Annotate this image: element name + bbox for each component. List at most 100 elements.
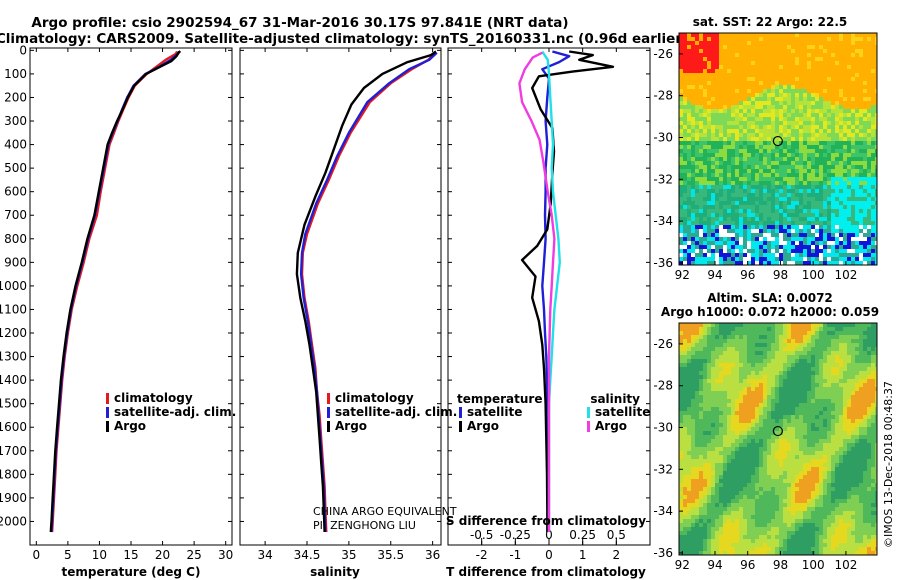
map-cell bbox=[859, 375, 863, 379]
map-cell bbox=[695, 205, 699, 209]
map-cell bbox=[755, 363, 759, 367]
map-cell bbox=[679, 395, 683, 399]
map-cell bbox=[835, 387, 839, 391]
map-cell bbox=[867, 109, 871, 113]
map-cell bbox=[687, 257, 691, 261]
map-cell bbox=[703, 77, 707, 81]
map-cell bbox=[687, 447, 691, 451]
map-cell bbox=[815, 85, 819, 89]
map-cell bbox=[783, 455, 787, 459]
map-cell bbox=[763, 435, 767, 439]
map-cell bbox=[699, 197, 703, 201]
map-cell bbox=[867, 391, 871, 395]
map-cell bbox=[719, 209, 723, 213]
map-cell bbox=[847, 419, 851, 423]
map-cell bbox=[727, 339, 731, 343]
map-cell bbox=[747, 165, 751, 169]
map-cell bbox=[723, 41, 727, 45]
map-cell bbox=[731, 109, 735, 113]
map-cell bbox=[847, 189, 851, 193]
map-cell bbox=[751, 77, 755, 81]
map-cell bbox=[751, 327, 755, 331]
map-cell bbox=[679, 249, 683, 253]
map-cell bbox=[759, 379, 763, 383]
map-cell bbox=[687, 57, 691, 61]
map-cell bbox=[787, 443, 791, 447]
map-cell bbox=[707, 407, 711, 411]
map-cell bbox=[683, 331, 687, 335]
map-cell bbox=[751, 117, 755, 121]
map-cell bbox=[747, 435, 751, 439]
map-cell bbox=[739, 237, 743, 241]
map-cell bbox=[731, 245, 735, 249]
map-cell bbox=[787, 253, 791, 257]
map-cell bbox=[815, 209, 819, 213]
map-cell bbox=[807, 141, 811, 145]
map-cell bbox=[751, 447, 755, 451]
map-cell bbox=[847, 33, 851, 37]
map-cell bbox=[743, 105, 747, 109]
map-cell bbox=[815, 37, 819, 41]
map-cell bbox=[835, 69, 839, 73]
map-cell bbox=[783, 73, 787, 77]
map-cell bbox=[791, 161, 795, 165]
map-cell bbox=[855, 185, 859, 189]
map-cell bbox=[807, 45, 811, 49]
map-cell bbox=[831, 431, 835, 435]
map-cell bbox=[843, 69, 847, 73]
map-cell bbox=[711, 193, 715, 197]
map-cell bbox=[763, 41, 767, 45]
map-cell bbox=[863, 229, 867, 233]
map-cell bbox=[779, 427, 783, 431]
map-cell bbox=[687, 33, 691, 37]
map-cell bbox=[875, 407, 877, 411]
map-cell bbox=[719, 407, 723, 411]
map-cell bbox=[723, 407, 727, 411]
map-cell bbox=[755, 343, 759, 347]
map-cell bbox=[775, 323, 779, 327]
map-cell bbox=[743, 399, 747, 403]
map-cell bbox=[759, 241, 763, 245]
map-cell bbox=[695, 197, 699, 201]
map-cell bbox=[711, 133, 715, 137]
map-cell bbox=[707, 117, 711, 121]
map-cell bbox=[815, 363, 819, 367]
map-cell bbox=[851, 245, 855, 249]
map-cell bbox=[855, 181, 859, 185]
map-cell bbox=[799, 73, 803, 77]
x-tick-label: 35 bbox=[341, 548, 356, 562]
map-cell bbox=[743, 427, 747, 431]
map-cell bbox=[803, 249, 807, 253]
map-cell bbox=[779, 395, 783, 399]
map-cell bbox=[827, 367, 831, 371]
map-cell bbox=[815, 411, 819, 415]
map-cell bbox=[779, 355, 783, 359]
map-cell bbox=[851, 81, 855, 85]
map-cell bbox=[695, 49, 699, 53]
map-cell bbox=[803, 391, 807, 395]
map-cell bbox=[683, 387, 687, 391]
map-cell bbox=[751, 37, 755, 41]
map-cell bbox=[743, 93, 747, 97]
map-cell bbox=[791, 73, 795, 77]
map-cell bbox=[867, 173, 871, 177]
map-cell bbox=[727, 41, 731, 45]
map-cell bbox=[699, 53, 703, 57]
map-cell bbox=[679, 419, 683, 423]
map-cell bbox=[839, 205, 843, 209]
map-cell bbox=[827, 121, 831, 125]
map-cell bbox=[815, 113, 819, 117]
map-cell bbox=[691, 97, 695, 101]
map-cell bbox=[743, 447, 747, 451]
map-cell bbox=[775, 447, 779, 451]
legend-swatch-temperature-satellite bbox=[459, 407, 462, 418]
map-cell bbox=[687, 233, 691, 237]
map-cell bbox=[703, 133, 707, 137]
map-cell bbox=[835, 81, 839, 85]
map-cell bbox=[763, 351, 767, 355]
map-cell bbox=[819, 93, 823, 97]
map-cell bbox=[835, 205, 839, 209]
map-cell bbox=[775, 391, 779, 395]
map-cell bbox=[771, 431, 775, 435]
map-cell bbox=[687, 359, 691, 363]
